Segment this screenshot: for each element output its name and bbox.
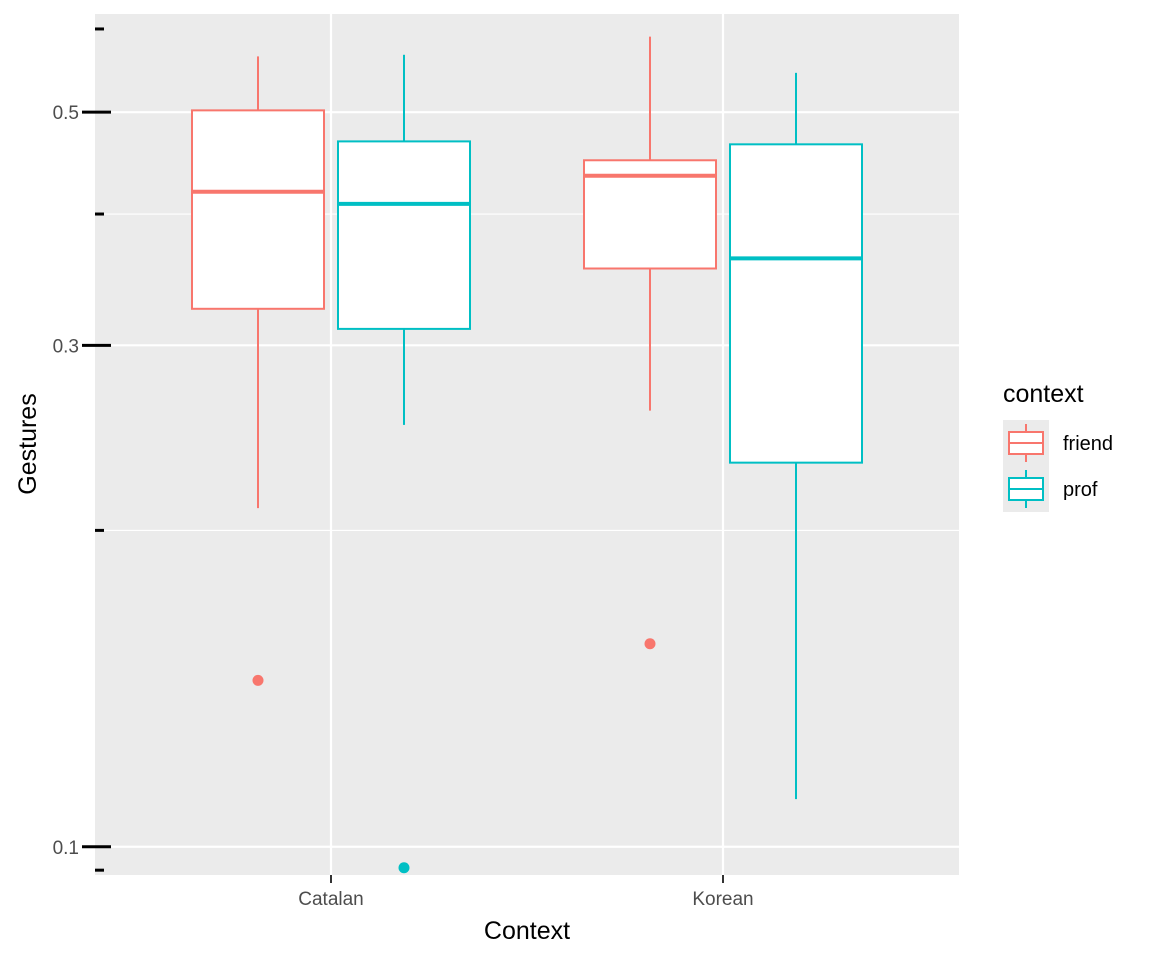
legend-title: context [1003,380,1084,408]
legend: context friend prof [1003,380,1113,512]
y-tick-label: 0.5 [53,103,79,124]
box-iqr [337,140,471,330]
legend-label: friend [1063,433,1113,455]
axis-layer: 0.1 0.3 0.5 Catalan Korean [53,27,754,910]
x-tick-label: Catalan [298,889,364,910]
box-iqr [191,109,325,310]
box-layer [191,36,863,874]
box-iqr [729,143,863,464]
legend-label: prof [1063,479,1098,501]
y-tick-label: 0.3 [53,336,79,357]
outlier-point [252,674,264,686]
y-tick-label: 0.1 [53,838,79,859]
outlier-point [644,638,656,650]
x-axis-title: Context [484,917,570,945]
y-axis-title: Gestures [14,393,42,494]
x-tick-label: Korean [692,889,753,910]
outlier-point [398,862,410,874]
box-iqr [583,159,717,270]
grid-lines [95,14,959,875]
